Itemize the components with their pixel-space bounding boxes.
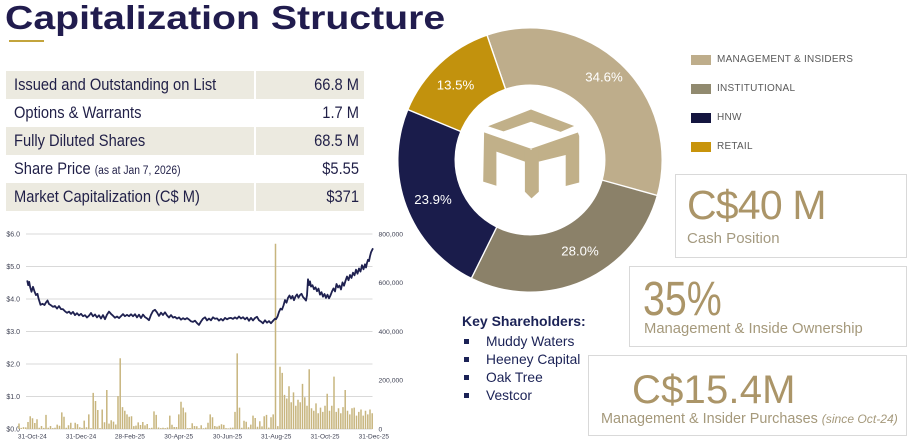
svg-text:31-Dec-24: 31-Dec-24 (66, 434, 97, 441)
svg-text:$2.0: $2.0 (6, 361, 20, 368)
svg-text:$4.0: $4.0 (6, 296, 20, 303)
svg-text:600,000: 600,000 (379, 280, 404, 287)
svg-text:400,000: 400,000 (379, 329, 404, 336)
svg-text:31-Dec-25: 31-Dec-25 (359, 434, 390, 441)
svg-text:31-Oct-24: 31-Oct-24 (18, 434, 47, 441)
svg-text:$5.0: $5.0 (6, 264, 20, 271)
svg-text:0: 0 (379, 426, 383, 433)
svg-text:30-Jun-25: 30-Jun-25 (213, 434, 243, 441)
svg-text:23.9%: 23.9% (414, 192, 452, 207)
svg-text:28.0%: 28.0% (561, 244, 599, 259)
svg-text:800,000: 800,000 (379, 231, 404, 238)
svg-text:$1.0: $1.0 (6, 394, 20, 401)
svg-text:30-Apr-25: 30-Apr-25 (164, 434, 193, 441)
svg-text:31-Aug-25: 31-Aug-25 (261, 434, 292, 441)
svg-text:13.5%: 13.5% (437, 78, 475, 93)
svg-text:200,000: 200,000 (379, 378, 404, 385)
svg-text:31-Oct-25: 31-Oct-25 (311, 434, 340, 441)
svg-text:28-Feb-25: 28-Feb-25 (115, 434, 145, 441)
svg-text:$0.0: $0.0 (6, 426, 20, 433)
svg-text:34.6%: 34.6% (585, 70, 623, 85)
svg-text:$3.0: $3.0 (6, 329, 20, 336)
svg-text:$6.0: $6.0 (6, 231, 20, 238)
